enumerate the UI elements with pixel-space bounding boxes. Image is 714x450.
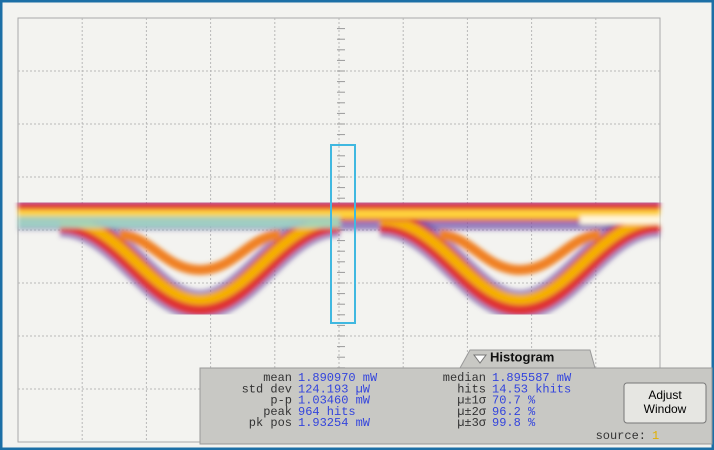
stat-value: 99.8 %: [492, 416, 536, 430]
source-value[interactable]: 1: [652, 429, 659, 443]
panel-title: Histogram: [490, 349, 554, 364]
stat-label: pk pos: [249, 416, 292, 430]
button-label[interactable]: Window: [644, 402, 687, 416]
button-label[interactable]: Adjust: [648, 388, 682, 402]
scope-screen: Histogram mean1.890970 mWstd dev124.193 …: [0, 0, 714, 450]
stat-label: µ±3σ: [457, 416, 487, 430]
stat-value: 1.93254 mW: [298, 416, 371, 430]
source-label: source:: [596, 429, 646, 443]
